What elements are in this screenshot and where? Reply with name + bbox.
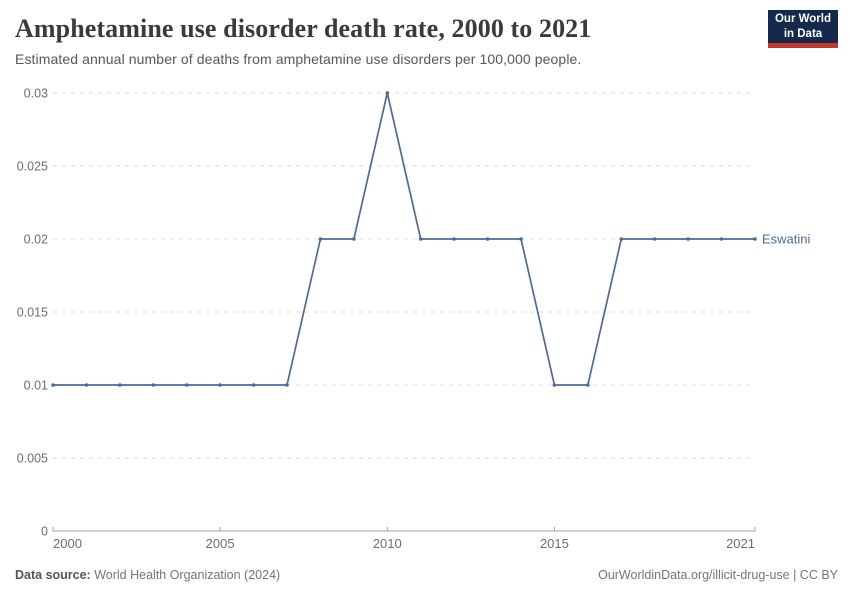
- y-tick-label: 0.03: [24, 87, 48, 101]
- data-point: [218, 383, 222, 387]
- data-point: [485, 237, 490, 241]
- data-point: [418, 237, 423, 241]
- data-source: Data source: World Health Organization (…: [15, 568, 280, 582]
- data-point: [251, 383, 256, 387]
- chart-canvas: 0 0.005 0.01 0.015 0.02 0.025 0.03 2000 2005 2010…: [17, 87, 811, 552]
- data-point: [352, 237, 356, 241]
- data-point: [552, 383, 557, 387]
- x-tick-label: 2005: [206, 536, 235, 551]
- data-point: [619, 237, 624, 241]
- data-line: [53, 92, 755, 386]
- y-tick-label: 0.01: [24, 379, 48, 393]
- y-tick-label: 0.02: [24, 233, 48, 247]
- chart-subtitle: Estimated annual number of deaths from a…: [15, 51, 582, 67]
- data-point: [285, 383, 289, 387]
- x-tick-label: 2000: [53, 536, 82, 551]
- x-tick-label: 2015: [540, 536, 569, 551]
- data-source-value: World Health Organization (2024): [94, 568, 281, 582]
- line-chart: 0 0.005 0.01 0.015 0.02 0.025 0.03 2000 2005 2010…: [0, 80, 850, 560]
- data-point: [84, 383, 89, 387]
- data-point: [51, 383, 55, 387]
- data-source-label: Data source:: [15, 568, 91, 582]
- data-point: [452, 237, 456, 241]
- owid-logo-line1: Our World: [774, 13, 831, 26]
- data-point: [586, 383, 590, 387]
- page-title: Amphetamine use disorder death rate, 200…: [15, 14, 592, 43]
- data-point: [652, 237, 657, 241]
- x-tick-label: 2021: [726, 536, 755, 551]
- footer-credit-link[interactable]: OurWorldinData.org/illicit-drug-use | CC…: [598, 568, 838, 582]
- y-tick-label: 0.015: [17, 306, 48, 320]
- owid-logo: Our World in Data: [768, 10, 838, 48]
- x-tick-label: 2010: [373, 536, 402, 551]
- data-point: [318, 237, 323, 241]
- data-point: [519, 237, 523, 241]
- y-tick-label: 0.025: [17, 160, 48, 174]
- data-point: [184, 383, 189, 387]
- data-point: [719, 237, 724, 241]
- y-tick-label: 0.005: [17, 452, 48, 466]
- data-point: [385, 91, 390, 95]
- data-point: [118, 383, 122, 387]
- data-point: [151, 383, 156, 387]
- series-label-eswatini[interactable]: Eswatini: [762, 232, 811, 247]
- data-point: [753, 237, 757, 241]
- owid-logo-line2: in Data: [783, 27, 823, 40]
- y-tick-label: 0: [41, 525, 48, 539]
- data-point: [686, 237, 690, 241]
